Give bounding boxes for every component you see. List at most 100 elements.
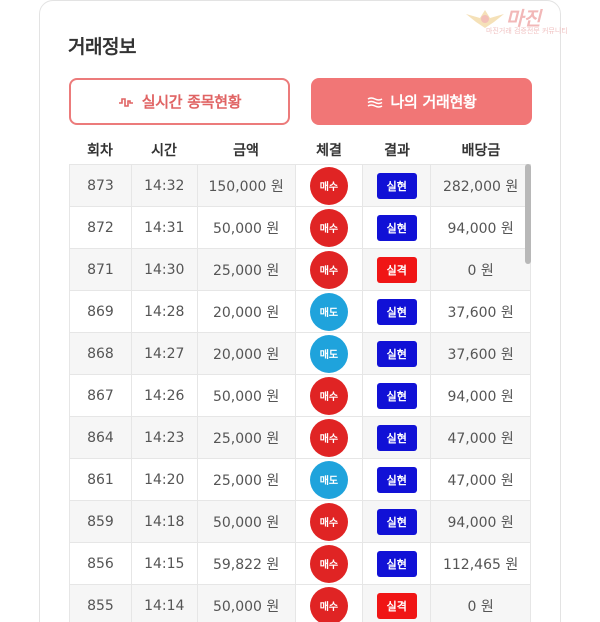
amount-cell: 25,000 원 xyxy=(198,459,296,500)
trade-badge: 매수 xyxy=(309,250,348,289)
trade-badge: 매도 xyxy=(309,460,348,499)
header-time: 시간 xyxy=(151,143,177,159)
trade-cell: 매수 xyxy=(295,501,364,542)
trade-cell: 매수 xyxy=(295,585,364,622)
dividend-cell: 0 원 xyxy=(431,585,531,622)
result-badge: 실격 xyxy=(376,592,417,619)
amount-cell: 20,000 원 xyxy=(198,291,296,332)
amount-cell: 20,000 원 xyxy=(198,333,296,374)
dividend-cell: 37,600 원 xyxy=(431,333,531,374)
round-cell: 872 xyxy=(70,207,132,248)
round-cell: 871 xyxy=(70,249,132,290)
wing-emblem-icon xyxy=(466,10,504,28)
table-header: 회차 시간 금액 체결 결과 배당금 xyxy=(69,140,531,164)
result-badge: 실현 xyxy=(376,382,417,409)
result-cell: 실현 xyxy=(363,459,432,500)
time-cell: 14:18 xyxy=(132,501,198,542)
time-cell: 14:30 xyxy=(132,249,198,290)
time-cell: 14:27 xyxy=(132,333,198,374)
amount-cell: 50,000 원 xyxy=(198,501,296,542)
result-badge: 실현 xyxy=(376,172,417,199)
table-row: 872 14:31 50,000 원 매수 실현 94,000 원 xyxy=(69,207,531,249)
time-cell: 14:32 xyxy=(132,165,198,206)
header-dividend: 배당금 xyxy=(461,143,501,159)
trade-badge: 매수 xyxy=(309,586,348,622)
trade-cell: 매도 xyxy=(296,459,364,500)
amount-cell: 25,000 원 xyxy=(198,249,296,290)
my-trades-button[interactable]: 나의 거래현황 xyxy=(311,78,532,125)
table-row: 861 14:20 25,000 원 매도 실현 47,000 원 xyxy=(69,459,531,501)
result-cell: 실격 xyxy=(363,585,432,622)
trade-cell: 매수 xyxy=(296,375,364,416)
trade-badge: 매도 xyxy=(309,334,348,373)
result-cell: 실현 xyxy=(363,417,432,458)
trade-badge: 매수 xyxy=(309,418,348,457)
trade-badge: 매수 xyxy=(309,502,348,541)
trade-cell: 매수 xyxy=(296,207,364,248)
watermark-subtext: 마진거래 검증전문 커뮤니티 xyxy=(486,27,568,35)
round-cell: 861 xyxy=(70,459,132,500)
time-cell: 14:31 xyxy=(132,207,198,248)
result-cell: 실현 xyxy=(363,375,432,416)
dividend-cell: 94,000 원 xyxy=(431,501,531,542)
trade-cell: 매수 xyxy=(296,543,364,584)
my-trades-label: 나의 거래현황 xyxy=(390,93,477,111)
trade-cell: 매도 xyxy=(295,333,364,374)
round-cell: 864 xyxy=(70,417,132,458)
trade-table-body[interactable]: 873 14:32 150,000 원 매수 실현 282,000 원 872 14:31 50… xyxy=(69,164,531,622)
trade-cell: 매수 xyxy=(295,249,364,290)
dividend-cell: 94,000 원 xyxy=(431,207,531,248)
result-badge: 실현 xyxy=(376,466,417,493)
result-badge: 실현 xyxy=(376,214,417,241)
dividend-cell: 0 원 xyxy=(431,249,531,290)
result-badge: 실현 xyxy=(376,298,417,325)
dividend-cell: 47,000 원 xyxy=(431,417,531,458)
table-row: 855 14:14 50,000 원 매수 실격 0 원 xyxy=(69,585,531,622)
amount-cell: 50,000 원 xyxy=(198,585,296,622)
result-cell: 실현 xyxy=(363,165,432,206)
amount-cell: 50,000 원 xyxy=(198,375,296,416)
table-scrollbar[interactable] xyxy=(525,164,531,264)
live-status-label: 실시간 종목현황 xyxy=(141,93,242,111)
round-cell: 869 xyxy=(70,291,132,332)
table-row: 867 14:26 50,000 원 매수 실현 94,000 원 xyxy=(69,375,531,417)
trade-badge: 매수 xyxy=(309,376,348,415)
dividend-cell: 37,600 원 xyxy=(431,291,531,332)
trade-badge: 매수 xyxy=(309,208,348,247)
trade-cell: 매도 xyxy=(296,291,364,332)
round-cell: 856 xyxy=(70,543,132,584)
time-cell: 14:23 xyxy=(132,417,198,458)
amount-cell: 59,822 원 xyxy=(198,543,296,584)
time-cell: 14:14 xyxy=(132,585,198,622)
trade-badge: 매수 xyxy=(309,544,348,583)
header-result: 결과 xyxy=(384,143,410,159)
triple-wave-icon xyxy=(367,96,382,108)
header-amount: 금액 xyxy=(233,143,259,159)
trade-badge: 매도 xyxy=(309,292,348,331)
watermark-text: 마진 xyxy=(506,8,541,30)
round-cell: 859 xyxy=(70,501,132,542)
amount-cell: 25,000 원 xyxy=(198,417,296,458)
result-badge: 실현 xyxy=(376,340,417,367)
result-badge: 실현 xyxy=(376,550,417,577)
table-row: 873 14:32 150,000 원 매수 실현 282,000 원 xyxy=(69,165,531,207)
dividend-cell: 282,000 원 xyxy=(431,165,531,206)
amount-cell: 50,000 원 xyxy=(198,207,296,248)
result-cell: 실현 xyxy=(363,543,432,584)
time-cell: 14:20 xyxy=(132,459,198,500)
result-badge: 실현 xyxy=(376,424,417,451)
trade-badge: 매수 xyxy=(309,166,348,205)
table-row: 856 14:15 59,822 원 매수 실현 112,465 원 xyxy=(69,543,531,585)
table-row: 869 14:28 20,000 원 매도 실현 37,600 원 xyxy=(69,291,531,333)
header-trade: 체결 xyxy=(316,143,342,159)
trade-cell: 매수 xyxy=(295,417,364,458)
table-row: 868 14:27 20,000 원 매도 실현 37,600 원 xyxy=(69,333,531,375)
table-row: 871 14:30 25,000 원 매수 실격 0 원 xyxy=(69,249,531,291)
result-cell: 실현 xyxy=(363,501,432,542)
result-cell: 실격 xyxy=(363,249,432,290)
watermark-logo: 마진 마진거래 검증전문 커뮤니티 xyxy=(462,4,596,36)
round-cell: 855 xyxy=(70,585,132,622)
live-status-button[interactable]: 실시간 종목현황 xyxy=(69,78,290,125)
result-cell: 실현 xyxy=(363,333,432,374)
round-cell: 868 xyxy=(70,333,132,374)
